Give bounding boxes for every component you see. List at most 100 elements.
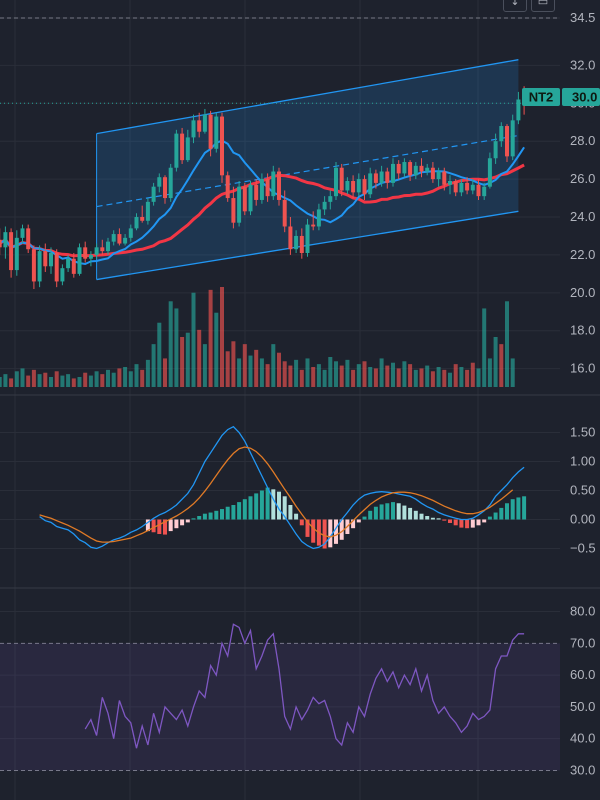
candle-body xyxy=(174,133,179,168)
candle-body xyxy=(49,253,53,267)
volume-bar xyxy=(373,368,378,387)
macd-histogram-bar xyxy=(202,513,207,520)
macd-histogram-bar xyxy=(328,519,333,548)
macd-axis-tick-label: 0.00 xyxy=(570,512,595,527)
volume-bar xyxy=(425,365,430,387)
volume-bar xyxy=(459,367,464,387)
macd-histogram-bar xyxy=(419,513,424,520)
candle-body xyxy=(408,162,413,176)
price-pane[interactable] xyxy=(0,17,560,290)
candle-body xyxy=(425,167,430,172)
candle-body xyxy=(100,247,105,252)
macd-histogram-bar xyxy=(487,516,492,520)
volume-pane xyxy=(0,287,515,387)
macd-histogram-bar xyxy=(242,499,247,520)
volume-bar xyxy=(248,355,253,387)
volume-bar xyxy=(83,372,88,387)
price-axis-tick-label: 20.0 xyxy=(570,285,595,300)
macd-histogram-bar xyxy=(448,519,452,523)
volume-bar xyxy=(128,371,133,387)
candle-body xyxy=(140,217,145,221)
price-axis-tick-label: 24.0 xyxy=(570,209,595,224)
macd-histogram-bar xyxy=(362,516,367,520)
macd-histogram-bar xyxy=(379,504,384,520)
volume-bar xyxy=(356,364,361,387)
volume-bar xyxy=(0,377,2,387)
candle-body xyxy=(37,251,42,282)
macd-histogram-bar xyxy=(145,519,150,532)
volume-bar xyxy=(3,374,8,387)
macd-histogram-bar xyxy=(208,512,213,520)
candle-body xyxy=(26,228,31,250)
volume-bar xyxy=(191,292,196,387)
maximize-icon[interactable]: ▭ xyxy=(531,0,555,12)
candle-body xyxy=(145,201,150,221)
price-axis-tick-label: 16.0 xyxy=(570,361,595,376)
candle-body xyxy=(476,184,481,197)
candle-body xyxy=(202,114,207,132)
macd-histogram-bar xyxy=(476,519,481,526)
symbol-price-badge[interactable]: NT2 30.0 xyxy=(522,88,600,106)
volume-bar xyxy=(140,369,145,387)
candle-body xyxy=(208,114,213,149)
candle-body xyxy=(282,199,287,227)
volume-bar xyxy=(197,329,202,387)
macd-histogram-bar xyxy=(465,519,470,529)
candle-body xyxy=(510,120,515,157)
candle-body xyxy=(20,228,25,238)
candle-body xyxy=(271,171,276,197)
candle-body xyxy=(396,163,401,174)
candle-body xyxy=(31,249,36,282)
candle-body xyxy=(379,171,384,183)
rsi-pane[interactable] xyxy=(0,623,560,771)
volume-bar xyxy=(282,361,287,387)
price-axis-tick-label: 34.5 xyxy=(570,10,595,25)
macd-axis-tick-label: 0.50 xyxy=(570,483,595,498)
volume-bar xyxy=(60,375,65,387)
macd-histogram-bar xyxy=(311,519,316,543)
volume-bar xyxy=(487,358,492,387)
volume-bar xyxy=(402,361,407,387)
candle-body xyxy=(3,232,8,248)
moving-average-slow-line xyxy=(0,163,525,258)
volume-bar xyxy=(510,358,515,387)
macd-histogram-bar xyxy=(339,519,344,540)
volume-bar xyxy=(168,301,173,387)
macd-histogram-bar xyxy=(214,510,219,520)
channel-upper-line xyxy=(96,59,519,135)
candle-body xyxy=(242,186,247,212)
macd-histogram-bar xyxy=(470,519,475,528)
macd-histogram-bar xyxy=(180,519,185,526)
arrow-down-icon[interactable]: ↓ xyxy=(503,0,527,12)
volume-bar xyxy=(345,359,350,387)
candle-body xyxy=(259,179,264,200)
rsi-axis-tick-label: 60.0 xyxy=(570,667,595,682)
candle-body xyxy=(385,171,390,183)
candle-body xyxy=(499,126,504,142)
macd-pane[interactable] xyxy=(39,425,527,550)
candle-body xyxy=(294,235,299,250)
candle-body xyxy=(60,268,65,282)
volume-bar xyxy=(185,332,190,387)
macd-histogram-bar xyxy=(168,519,173,532)
volume-bar xyxy=(413,369,418,387)
candle-body xyxy=(14,237,19,271)
macd-histogram-bar xyxy=(220,509,224,520)
macd-histogram-bar xyxy=(436,518,441,520)
macd-histogram-bar xyxy=(294,513,299,520)
volume-bar xyxy=(100,374,105,387)
rsi-axis-tick-label: 70.0 xyxy=(570,635,595,650)
volume-bar xyxy=(202,344,207,387)
macd-histogram-bar xyxy=(385,503,390,520)
macd-histogram-bar xyxy=(225,506,230,520)
volume-bar xyxy=(123,367,128,387)
candle-body xyxy=(0,239,2,248)
rsi-axis-tick-label: 40.0 xyxy=(570,731,595,746)
volume-bar xyxy=(396,368,401,387)
volume-bar xyxy=(482,308,487,387)
macd-histogram-bar xyxy=(305,519,310,537)
volume-bar xyxy=(20,368,25,387)
price-axis[interactable]: 34.5 32.0 30.0 28.0 26.0 24.0 22.0 20.0 18.0 16.0… xyxy=(570,10,596,777)
